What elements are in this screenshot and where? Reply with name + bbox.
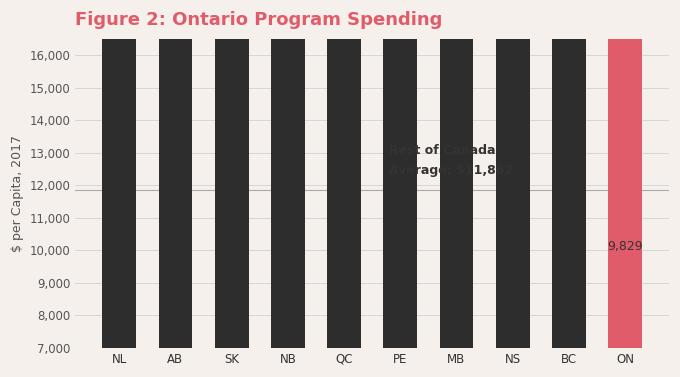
Bar [496, 0, 530, 348]
Text: Figure 2: Ontario Program Spending: Figure 2: Ontario Program Spending [75, 11, 443, 29]
Bar [327, 0, 361, 348]
Bar [608, 28, 642, 348]
Text: Rest of Canada: Rest of Canada [389, 144, 496, 157]
Bar [384, 0, 417, 348]
Bar [552, 28, 585, 348]
Text: 9,829: 9,829 [607, 241, 643, 253]
Text: Average: $11,862: Average: $11,862 [389, 164, 513, 177]
Bar [215, 0, 248, 348]
Bar [158, 0, 192, 348]
Y-axis label: $ per Capita, 2017: $ per Capita, 2017 [11, 135, 24, 252]
Bar [271, 0, 305, 348]
Bar [103, 0, 136, 348]
Bar [439, 0, 473, 348]
